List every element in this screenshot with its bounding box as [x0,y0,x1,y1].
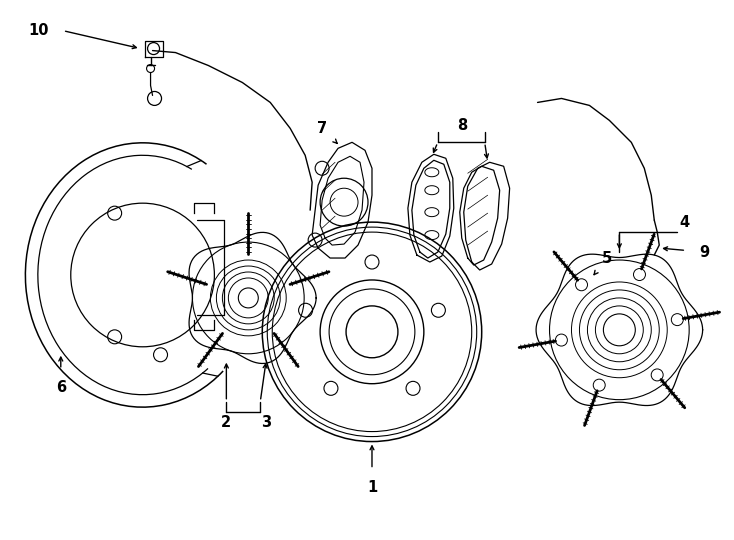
Text: 3: 3 [261,415,272,430]
Text: 2: 2 [221,415,231,430]
Text: 7: 7 [317,121,327,136]
Text: 5: 5 [603,251,612,266]
Text: 4: 4 [679,214,689,230]
Text: 1: 1 [367,480,377,495]
Text: 8: 8 [457,118,467,133]
Text: 10: 10 [29,23,49,38]
Text: 6: 6 [56,380,66,395]
Text: 9: 9 [699,245,709,260]
